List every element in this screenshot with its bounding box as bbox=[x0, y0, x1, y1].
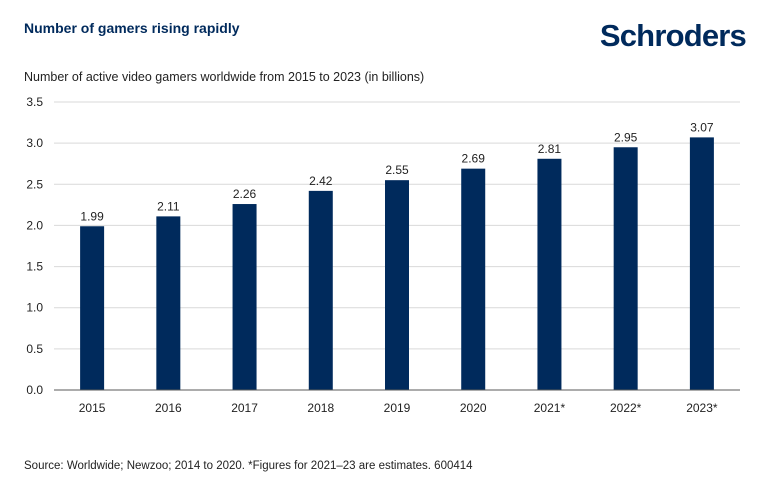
y-tick-label: 3.0 bbox=[26, 136, 43, 150]
data-label: 2.81 bbox=[538, 142, 562, 156]
data-label: 2.42 bbox=[309, 174, 333, 188]
data-label: 3.07 bbox=[690, 120, 714, 134]
y-tick-label: 1.5 bbox=[26, 260, 43, 274]
x-tick-label: 2015 bbox=[79, 401, 106, 415]
y-tick-label: 0.5 bbox=[26, 342, 43, 356]
bar-2015 bbox=[80, 226, 105, 390]
bar-2019 bbox=[385, 180, 409, 390]
x-tick-label: 2018 bbox=[307, 401, 334, 415]
chart-title: Number of gamers rising rapidly bbox=[24, 20, 240, 36]
x-tick-label: 2019 bbox=[384, 401, 411, 415]
y-tick-label: 1.0 bbox=[26, 301, 43, 315]
x-tick-label: 2022* bbox=[610, 401, 642, 415]
x-tick-label: 2023* bbox=[686, 401, 718, 415]
bars bbox=[80, 137, 714, 390]
y-tick-label: 3.5 bbox=[26, 95, 43, 109]
bar-2020 bbox=[461, 168, 486, 390]
x-tick-label: 2017 bbox=[231, 401, 258, 415]
y-tick-label: 2.0 bbox=[26, 218, 43, 232]
x-tick-label: 2021* bbox=[534, 401, 566, 415]
data-label: 2.69 bbox=[462, 152, 486, 166]
y-tick-label: 2.5 bbox=[26, 177, 43, 191]
data-label: 2.55 bbox=[385, 163, 409, 177]
bar-2017 bbox=[232, 204, 257, 390]
data-label: 1.99 bbox=[80, 209, 104, 223]
x-tick-label: 2020 bbox=[460, 401, 487, 415]
chart-subtitle: Number of active video gamers worldwide … bbox=[24, 70, 425, 84]
bar-2022-est bbox=[613, 147, 638, 390]
source-note: Source: Worldwide; Newzoo; 2014 to 2020.… bbox=[24, 460, 473, 472]
data-label: 2.26 bbox=[233, 187, 257, 201]
labels: 0.0 0.5 1.0 1.5 2.0 2.5 3.0 3.5 1.99 2015 2.11 2016… bbox=[26, 95, 718, 415]
bar-2018 bbox=[308, 190, 333, 390]
bar-2016 bbox=[156, 216, 181, 390]
x-tick-label: 2016 bbox=[155, 401, 182, 415]
bar-2021-est bbox=[537, 158, 562, 390]
brand-logo: Schroders bbox=[599, 18, 747, 53]
y-tick-label: 0.0 bbox=[26, 383, 43, 397]
bar-2023-est bbox=[689, 137, 714, 390]
data-label: 2.11 bbox=[157, 199, 180, 213]
data-label: 2.95 bbox=[614, 130, 638, 144]
